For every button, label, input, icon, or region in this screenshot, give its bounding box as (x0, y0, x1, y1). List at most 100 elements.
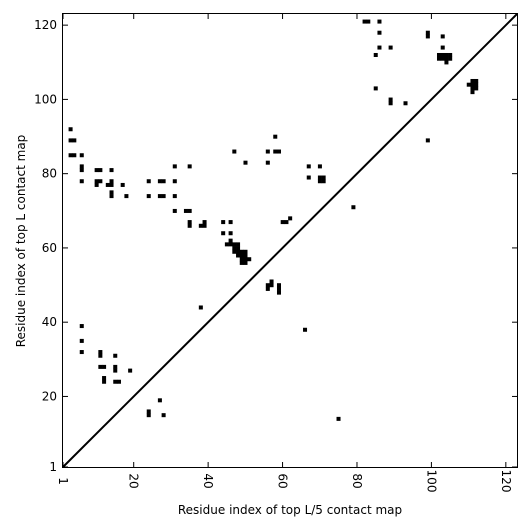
contact-point-upper (280, 220, 285, 225)
contact-point-upper (68, 127, 73, 132)
contact-point-upper (474, 86, 479, 91)
y-axis-label: Residue index of top L contact map (14, 135, 28, 348)
contact-point-upper (440, 52, 445, 57)
contact-point-upper (94, 182, 99, 187)
contact-point-lower (98, 353, 103, 358)
contact-point-upper (321, 179, 326, 184)
contact-point-lower (102, 364, 107, 369)
contact-point-upper (239, 260, 244, 265)
contact-point-lower (79, 338, 84, 343)
contact-point-upper (228, 238, 233, 243)
contact-point-upper (72, 153, 77, 158)
contact-point-upper (120, 182, 125, 187)
contact-point-upper (377, 45, 382, 50)
contact-point-upper (440, 34, 445, 39)
contact-point-upper (377, 19, 382, 24)
contact-point-upper (425, 138, 430, 143)
contact-point-upper (98, 179, 103, 184)
contact-point-upper (239, 253, 244, 258)
contact-point-upper (388, 97, 393, 102)
contact-point-upper (187, 164, 192, 169)
contact-point-lower (98, 364, 103, 369)
contact-point-upper (183, 208, 188, 213)
contact-point-upper (232, 149, 237, 154)
contact-point-upper (273, 149, 278, 154)
contact-point-upper (161, 179, 166, 184)
contact-point-upper (79, 164, 84, 169)
contact-point-upper (187, 208, 192, 213)
contact-point-upper (284, 220, 289, 225)
x-tick-label: 80 (350, 473, 364, 488)
contact-point-lower (276, 290, 281, 295)
y-tick-label: 20 (42, 389, 57, 403)
contact-point-upper (317, 179, 322, 184)
contact-point-lower (269, 279, 274, 284)
contact-point-upper (243, 260, 248, 265)
contact-point-upper (474, 78, 479, 83)
contact-point-upper (247, 257, 252, 262)
contact-point-upper (228, 242, 233, 247)
contact-point-upper (317, 164, 322, 169)
contact-point-lower (113, 379, 118, 384)
contact-point-upper (444, 56, 449, 61)
points-layer (68, 19, 479, 421)
plot-frame (62, 13, 518, 468)
contact-point-upper (221, 231, 226, 236)
contact-point-upper (146, 179, 151, 184)
contact-point-upper (243, 253, 248, 258)
contact-point-upper (366, 19, 371, 24)
contact-point-upper (470, 78, 475, 83)
contact-point-upper (187, 223, 192, 228)
contact-point-upper (236, 246, 241, 251)
contact-point-upper (172, 179, 177, 184)
contact-point-upper (224, 242, 229, 247)
contact-point-upper (79, 153, 84, 158)
contact-point-upper (221, 220, 226, 225)
contact-point-lower (265, 286, 270, 291)
contact-point-upper (276, 149, 281, 154)
contact-point-upper (306, 164, 311, 169)
contact-point-upper (228, 231, 233, 236)
contact-point-upper (109, 179, 114, 184)
contact-point-upper (448, 52, 453, 57)
contact-point-upper (373, 52, 378, 57)
contact-point-lower (113, 353, 118, 358)
contact-point-upper (243, 257, 248, 262)
contact-point-lower (113, 364, 118, 369)
contact-point-upper (373, 86, 378, 91)
contact-point-lower (113, 368, 118, 373)
contact-point-lower (198, 305, 203, 310)
contact-point-upper (79, 179, 84, 184)
contact-point-lower (303, 327, 308, 332)
contact-point-upper (317, 175, 322, 180)
contact-point-upper (362, 19, 367, 24)
contact-point-upper (273, 134, 278, 139)
contact-point-upper (448, 56, 453, 61)
contact-point-upper (243, 249, 248, 254)
contact-point-upper (440, 45, 445, 50)
contact-point-lower (98, 350, 103, 355)
contact-point-lower (276, 286, 281, 291)
contact-point-upper (306, 175, 311, 180)
contact-point-lower (336, 416, 341, 421)
contact-point-upper (109, 190, 114, 195)
contact-point-upper (172, 208, 177, 213)
contact-point-upper (79, 168, 84, 173)
contact-point-upper (470, 90, 475, 95)
contact-point-lower (79, 324, 84, 329)
contact-point-upper (232, 246, 237, 251)
y-tick-label: 120 (34, 18, 57, 32)
y-tick-label: 100 (34, 92, 57, 106)
contact-point-upper (98, 168, 103, 173)
contact-point-upper (232, 242, 237, 247)
contact-point-upper (157, 194, 162, 199)
contact-point-upper (202, 223, 207, 228)
contact-point-upper (239, 257, 244, 262)
contact-point-upper (72, 138, 77, 143)
contact-point-upper (388, 101, 393, 106)
contact-point-upper (239, 249, 244, 254)
contact-point-lower (269, 283, 274, 288)
contact-point-upper (403, 101, 408, 106)
x-tick-label: 40 (201, 473, 215, 488)
